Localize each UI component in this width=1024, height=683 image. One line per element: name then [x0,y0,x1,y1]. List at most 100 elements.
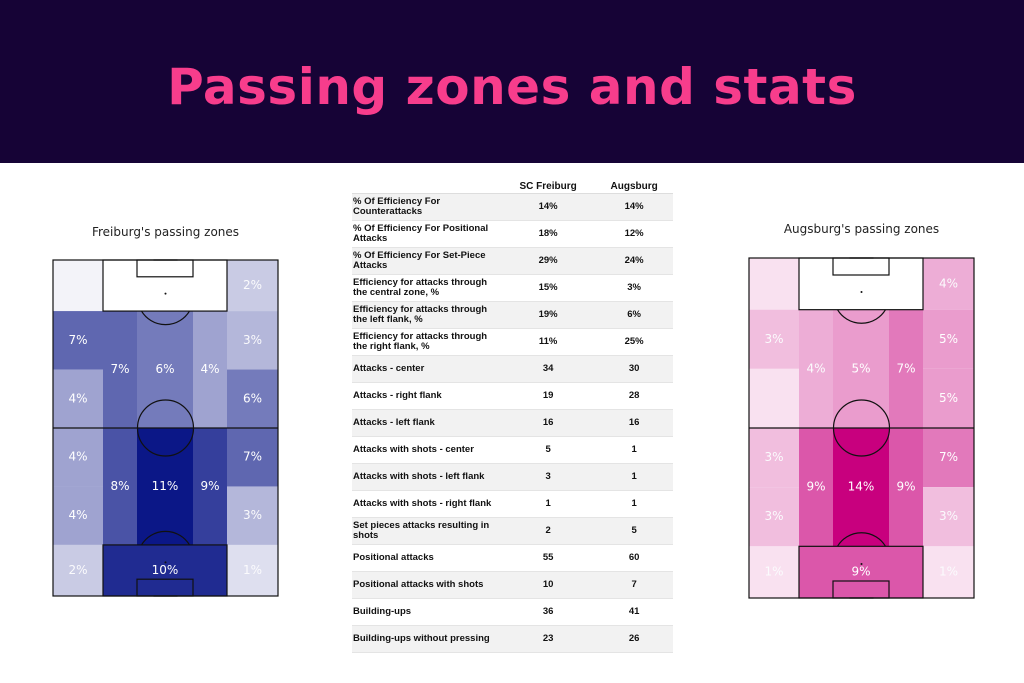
stat-row: Attacks - right flank 19 28 [352,383,673,410]
zone-cell-center-upper [137,311,193,428]
stat-label: Attacks - center [352,355,501,383]
zone-cell-left-mid-upper [53,369,103,428]
freiburg-value: 10 [501,571,596,599]
augsburg-value: 1 [631,498,637,509]
stat-row: % Of Efficiency For Counterattacks 14% 14% [352,193,673,221]
zone-cell-left-top [749,258,799,310]
zone-cell-left-bottom [749,546,799,598]
stat-row: Attacks with shots - right flank 1 1 [352,491,673,518]
freiburg-value: 19% [501,301,596,329]
zone-cell-right-mid-upper [227,369,278,428]
augsburg-value: 7 [595,571,673,599]
center-circle [136,399,195,457]
zone-cell-right-bottom [227,544,278,596]
stat-label: Attacks - left flank [352,409,501,437]
bottom-penalty-spot [164,561,167,564]
augsburg-passing-zones-chart: 4% 3% 4% 5% 7% 5% 5% 3% 3% 9% 14% 9% 7% 3% 1% 9% 1% [748,257,975,599]
center-circle [832,399,891,457]
stat-label: Attacks with shots - left flank [352,463,501,491]
freiburg-value: 11% [538,336,558,347]
stat-row: Efficiency for attacks through the left … [352,301,673,329]
bottom-penalty-arc [836,532,887,547]
zone-cell-left-top [53,260,103,312]
stat-label: Building-ups without pressing [352,625,501,653]
zone-cell-right-top [227,260,278,312]
zone-cell-right-mid-upper [923,368,974,428]
augsburg-value: 5 [595,517,673,545]
stat-row: Positional attacks 55 60 [352,545,673,572]
zone-cell-left-mid-upper [749,368,799,428]
zone-cell-inner-right-lower [193,428,227,545]
zone-label-center-lower: 14% [848,480,875,494]
freiburg-value: 18% [538,228,558,239]
augsburg-value: 26 [595,625,673,653]
freiburg-value: 34 [501,355,596,383]
top-penalty-spot [164,292,167,295]
augsburg-value: 6% [595,301,673,329]
zone-label-right-bottom: 1% [939,565,958,579]
zone-label-inner-right-upper: 4% [200,362,219,376]
zone-cell-inner-left-lower [799,428,833,547]
augsburg-value: 16 [595,409,673,437]
augsburg-value: 30 [595,355,673,383]
stat-label: Positional attacks with shots [352,571,501,599]
zone-label-left-upper: 3% [764,332,783,346]
freiburg-value: 2 [501,517,596,545]
zone-label-inner-right-lower: 9% [896,480,915,494]
zone-label-inner-left-upper: 7% [110,362,129,376]
zone-label-left-mid-lower: 4% [68,450,87,464]
zone-cell-left-lower [749,487,799,547]
zone-label-center-lower: 11% [152,479,179,493]
stat-label: % Of Efficiency For Counterattacks [352,193,501,221]
zone-cell-left-mid-lower [53,428,103,487]
freiburg-pitch-title: Freiburg's passing zones [91,225,240,239]
page-title: Passing zones and stats [167,58,857,116]
freiburg-value: 1 [545,498,551,509]
top-six-yard-box [136,259,194,278]
zone-cell-box-bottom [103,544,227,596]
top-penalty-spot [860,291,863,293]
stat-row: Attacks - center 34 30 [352,355,673,383]
zone-label-right-mid-lower: 7% [939,450,958,464]
zone-cell-box-bottom [799,546,923,598]
freiburg-value: 29% [501,247,596,275]
stat-label: Efficiency for attacks through the right… [353,331,488,352]
freiburg-passing-zones-chart: 2% 7% 4% 7% 6% 4% 3% 6% 4% 4% 8% 11% 9% 7% 3% 2% 10% 1% [52,259,279,597]
zone-label-box-bottom: 9% [851,565,870,579]
zone-label-right-mid-upper: 5% [939,391,958,405]
zone-cell-inner-left-upper [103,311,137,428]
stat-label: % Of Efficiency For Positional Attacks [353,223,489,244]
zone-label-left-lower: 3% [764,509,783,523]
zone-cell-right-lower [923,487,974,547]
augsburg-pitch-title: Augsburg's passing zones [783,222,940,236]
stat-row: Building-ups without pressing 23 26 [352,625,673,653]
zone-cell-left-upper [749,309,799,369]
stat-row: Set pieces attacks resulting in shots 2 5 [352,517,673,545]
stats-header-row: SC Freiburg Augsburg [352,180,673,194]
zone-label-left-mid-lower: 3% [764,450,783,464]
augsburg-value: 1 [595,463,673,491]
zone-label-left-bottom: 1% [764,565,783,579]
stat-row: Efficiency for attacks through the right… [352,329,673,356]
zone-label-box-bottom: 10% [152,563,179,577]
zone-label-right-upper: 5% [939,332,958,346]
zone-label-right-top: 4% [939,276,958,290]
zone-cell-left-bottom [53,544,103,596]
zone-label-inner-left-upper: 4% [806,361,825,375]
stat-row: % Of Efficiency For Set-Piece Attacks 29%… [352,247,673,275]
stat-label: Attacks with shots - center [353,444,474,455]
bottom-penalty-spot [860,563,863,565]
stat-label: Set pieces attacks resulting in shots [352,517,501,545]
zone-label-left-bottom: 2% [68,563,87,577]
zone-cell-right-mid-lower [923,428,974,488]
zone-label-right-lower: 3% [939,509,958,523]
augsburg-value: 1 [631,444,637,455]
zone-label-right-top: 2% [243,278,262,292]
freiburg-value: 3 [501,463,596,491]
zone-label-left-mid-upper: 4% [68,391,87,405]
zone-cell-center-lower [137,428,193,545]
freiburg-value: 16 [501,409,596,437]
stat-row: Efficiency for attacks through the centr… [352,275,673,302]
zone-cell-inner-left-upper [799,309,833,428]
stat-label: Positional attacks [353,552,434,563]
